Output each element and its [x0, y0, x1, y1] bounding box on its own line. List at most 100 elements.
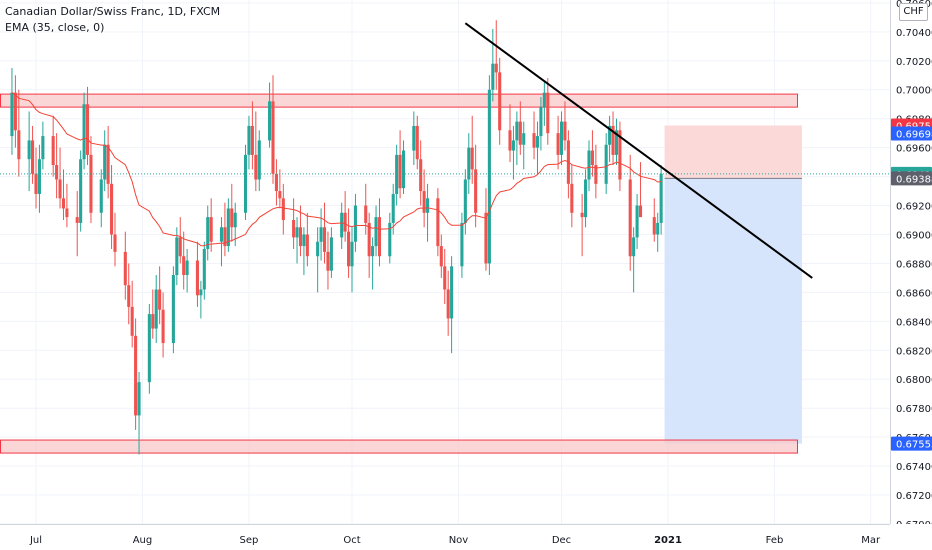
candle-body: [559, 121, 564, 155]
candle-body: [446, 289, 450, 319]
candle-body: [137, 382, 141, 416]
candle-body: [515, 121, 519, 141]
candle-body: [147, 314, 151, 383]
candle-body: [422, 191, 426, 213]
candle-body: [305, 234, 309, 257]
candle-body: [113, 234, 117, 252]
candle-body: [61, 198, 66, 209]
candle-body: [302, 234, 306, 247]
candle-body: [178, 237, 182, 257]
symbol-title: Canadian Dollar/Swiss Franc, 1D, FXCM: [5, 5, 221, 18]
candle-body: [539, 107, 543, 137]
candle-body: [233, 212, 237, 228]
candle-body: [522, 133, 526, 145]
candle-body: [395, 154, 399, 194]
candle-body: [491, 63, 495, 90]
candle-body: [467, 147, 471, 180]
candle-body: [127, 285, 131, 307]
candle-body: [123, 251, 127, 286]
zone-rect: [0, 439, 798, 454]
x-tick-label: Jul: [29, 535, 42, 546]
candle-body: [329, 237, 333, 271]
candle-body: [618, 130, 622, 180]
candle-body: [415, 125, 419, 160]
candlestick-series: [10, 20, 663, 455]
candle-body: [292, 220, 296, 238]
candle-body: [474, 169, 478, 213]
ema-line: [11, 92, 662, 247]
candle-body: [326, 251, 330, 271]
candle-body: [58, 179, 62, 199]
candle-body: [230, 208, 234, 228]
candle-body: [388, 222, 392, 257]
candle-body: [209, 217, 213, 242]
candle-body: [110, 183, 114, 235]
indicator-label: EMA (35, close, 0): [5, 21, 105, 34]
candle-body: [614, 130, 619, 155]
candle-body: [89, 154, 93, 213]
y-tick-label: 0.70400: [896, 28, 932, 39]
candle-body: [298, 227, 303, 247]
candle-body: [364, 205, 368, 223]
x-tick-label: Nov: [449, 535, 469, 546]
candle-body: [580, 212, 584, 218]
candle-body: [134, 335, 138, 416]
candle-body: [182, 256, 186, 276]
candle-body: [511, 140, 515, 151]
candle-body: [343, 212, 347, 232]
candle-body: [470, 147, 474, 170]
price-label: 0.69388: [896, 174, 932, 185]
candle-body: [371, 246, 375, 257]
candle-body: [398, 154, 402, 189]
stop-loss-area: [664, 125, 802, 179]
x-tick-label: Oct: [343, 535, 360, 546]
candle-body: [584, 179, 588, 218]
candle-body: [37, 159, 41, 194]
candle-body: [223, 227, 227, 247]
candle-body: [202, 248, 206, 290]
target-area: [664, 178, 802, 444]
candle-body: [443, 266, 447, 290]
price-label-bg: [891, 126, 932, 141]
resistance-support-zones: [0, 93, 798, 454]
time-axis: Jul Aug Sep Oct Nov Dec 2021 Feb Mar: [0, 524, 932, 550]
time-axis-bg: [0, 524, 932, 550]
candle-body: [587, 150, 591, 180]
candle-body: [281, 198, 285, 221]
candle-body: [484, 212, 488, 264]
candle-body: [546, 92, 550, 134]
candle-body: [158, 289, 162, 310]
candle-body: [10, 92, 14, 137]
candle-body: [419, 159, 423, 192]
price-label-bg: [891, 436, 932, 451]
candle-body: [27, 140, 31, 160]
candle-body: [628, 179, 632, 257]
candle-body: [412, 125, 416, 151]
candle-body: [401, 150, 406, 189]
candle-body: [436, 198, 440, 247]
candle-body: [175, 237, 179, 276]
candle-body: [41, 136, 45, 160]
price-label: 0.67555: [896, 440, 932, 451]
candle-body: [656, 222, 660, 235]
price-label: 0.69698: [896, 129, 932, 140]
candle-body: [638, 205, 643, 218]
candle-body: [17, 130, 21, 160]
x-tick-label: Aug: [133, 535, 153, 546]
price-label-bg: [891, 171, 932, 186]
candle-body: [590, 150, 594, 166]
x-tick-label: Mar: [861, 535, 881, 546]
currency-button[interactable]: CHF: [899, 3, 928, 21]
candle-body: [652, 217, 656, 235]
candle-body: [99, 179, 103, 213]
candle-body: [487, 89, 491, 264]
candle-body: [535, 136, 540, 148]
candle-body: [51, 136, 55, 166]
candle-body: [518, 121, 522, 145]
candle-body: [85, 104, 90, 155]
candle-body: [498, 72, 502, 131]
